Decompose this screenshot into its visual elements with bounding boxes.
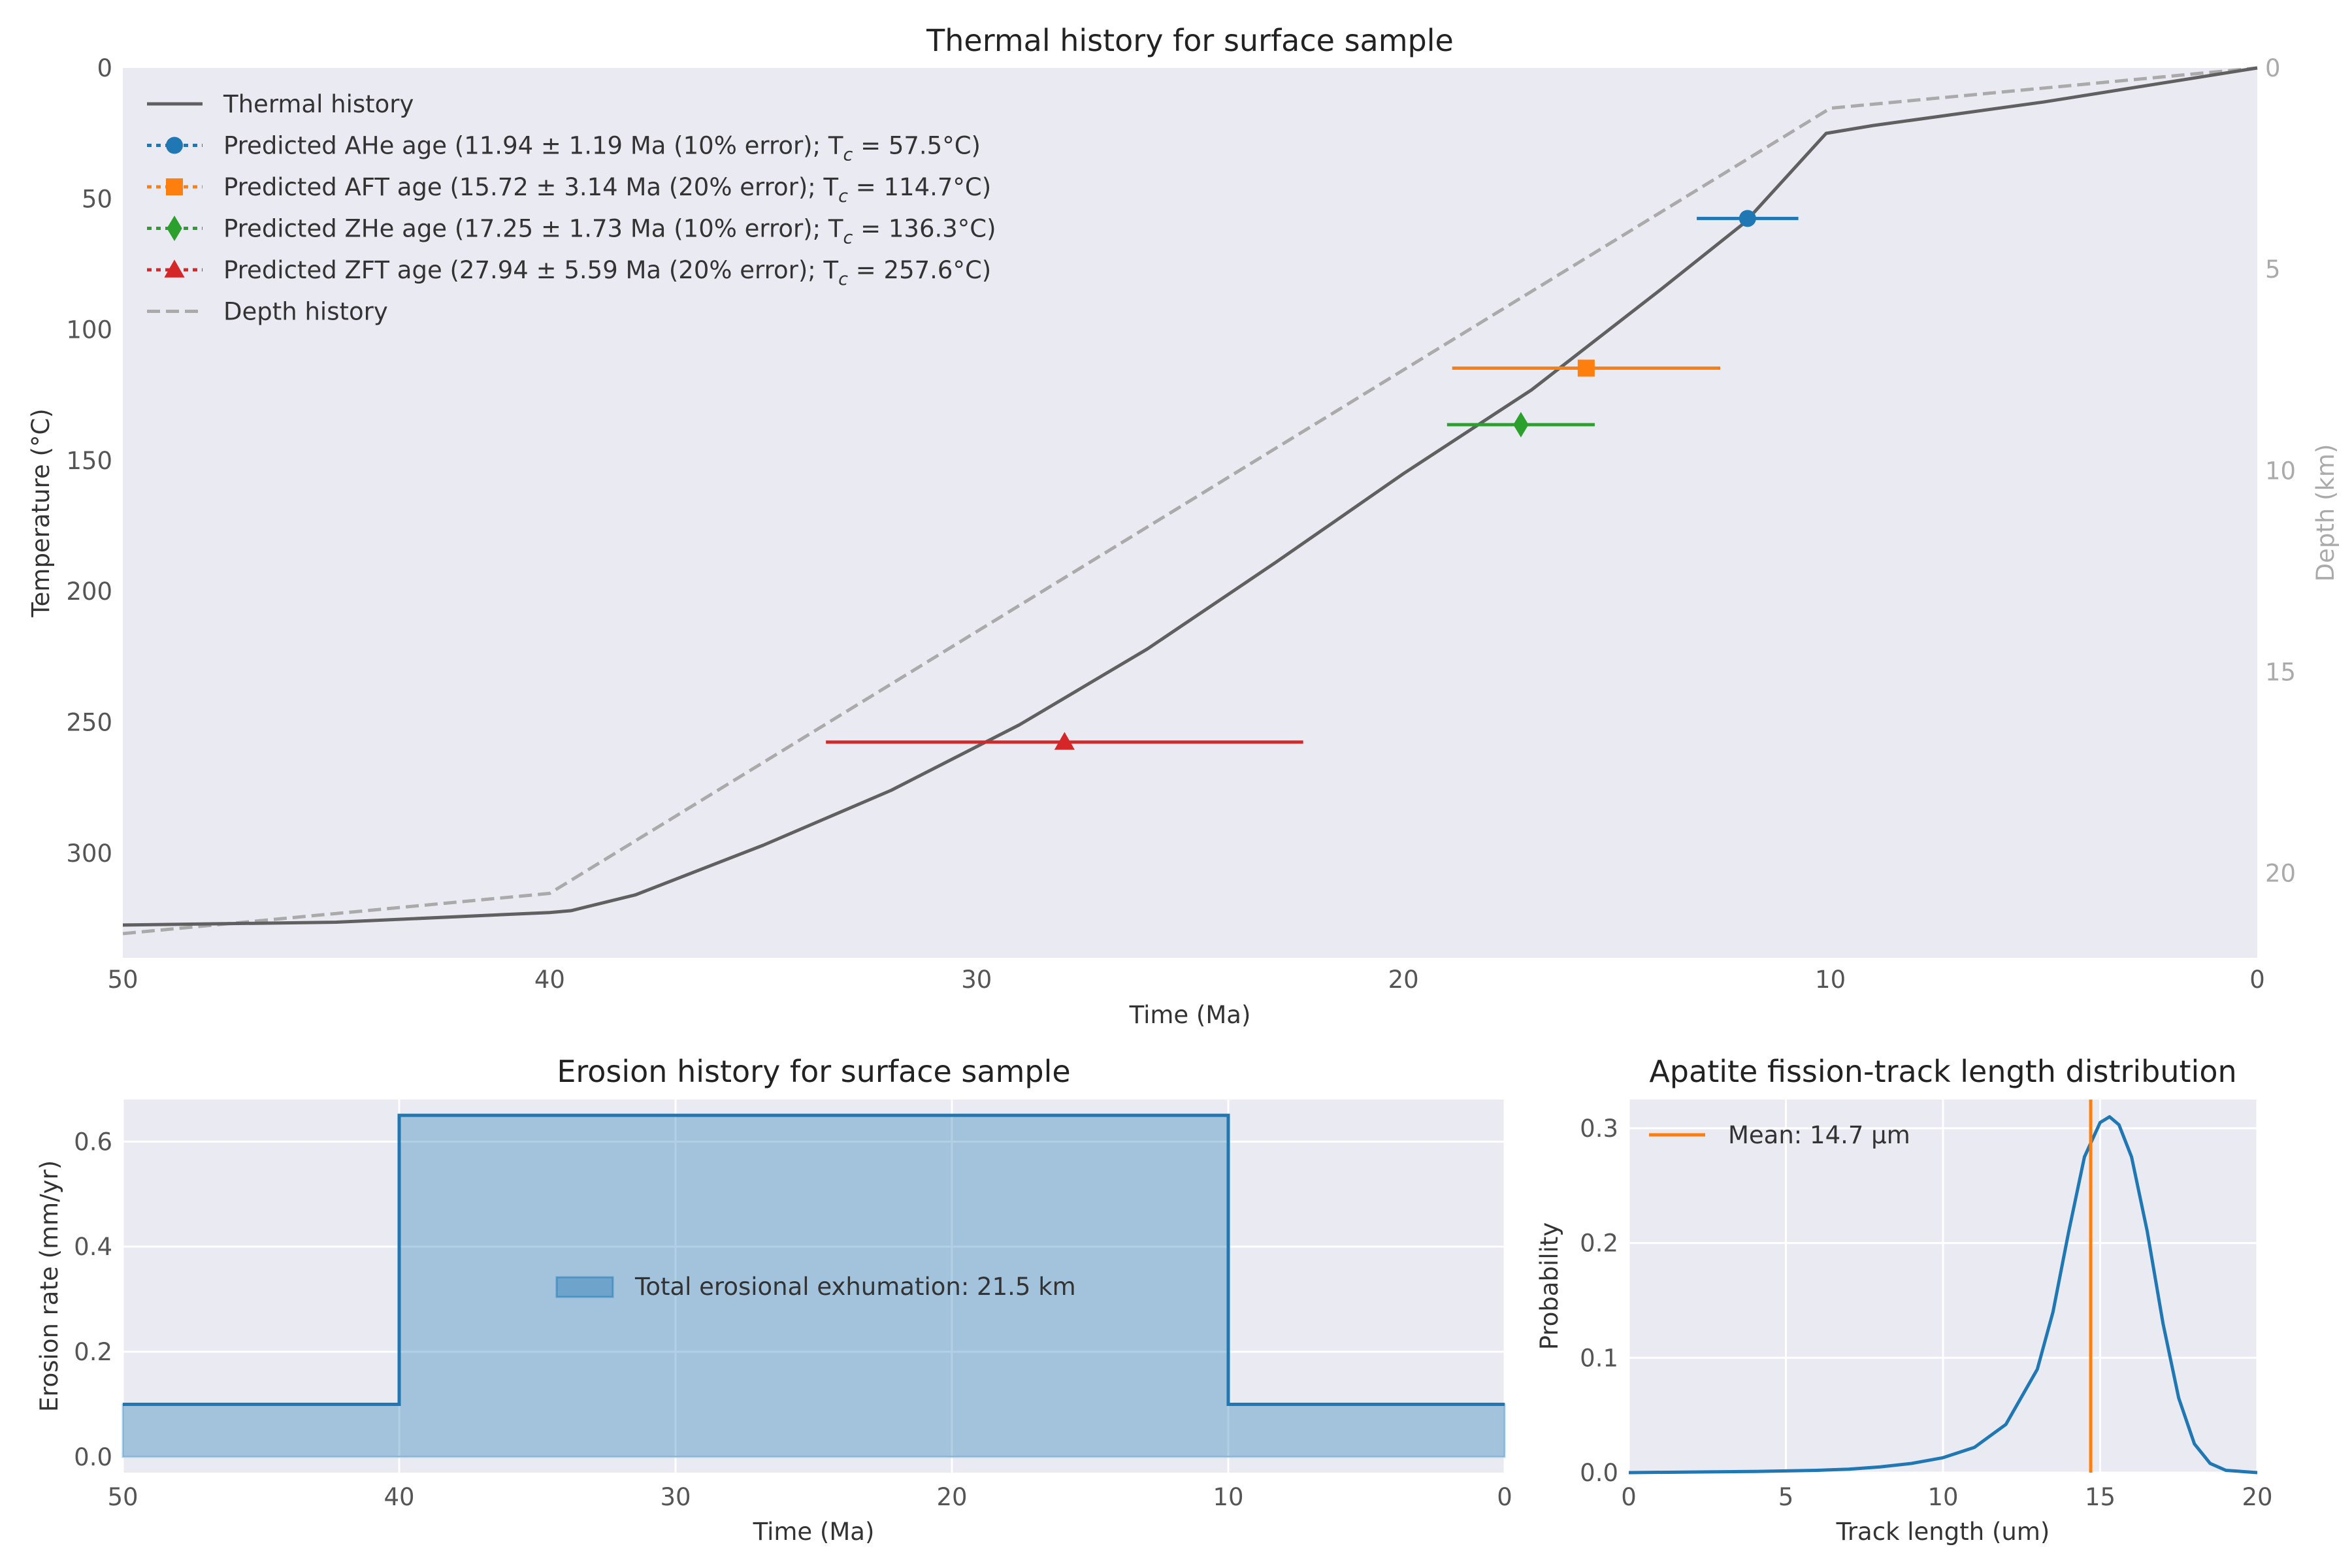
legend-entry: Mean: 14.7 μm (1649, 1121, 1910, 1149)
x-tick-label: 50 (107, 1483, 138, 1511)
x-axis-label: Time (Ma) (1129, 1001, 1251, 1029)
y2-axis-label: Depth (km) (2311, 444, 2340, 582)
y-tick-label: 250 (66, 708, 112, 736)
y-axis-label: Temperature (°C) (27, 408, 55, 617)
x-tick-label: 10 (1213, 1483, 1243, 1511)
legend-entry: Total erosional exhumation: 21.5 km (555, 1273, 1076, 1301)
legend-text: Predicted ZHe age (17.25 ± 1.73 Ma (10% … (223, 215, 843, 243)
thermal-history-line (122, 66, 2258, 927)
y-tick-label: 50 (82, 185, 112, 213)
legend-label: Predicted AHe age (11.94 ± 1.19 Ma (10% … (223, 132, 981, 165)
y2-tick-label: 15 (2265, 658, 2296, 686)
x-tick-label: 0 (1621, 1483, 1637, 1511)
legend-label: Predicted AFT age (15.72 ± 3.14 Ma (20% … (223, 173, 991, 206)
x-tick-label: 20 (936, 1483, 967, 1511)
y2-tick-label: 10 (2265, 457, 2296, 485)
y-tick-label: 0 (97, 54, 112, 82)
y-tick-label: 0.2 (74, 1338, 112, 1366)
legend-marker (166, 178, 183, 195)
y-tick-label: 0.0 (1580, 1459, 1618, 1487)
legend-text: = 114.7°C) (848, 173, 991, 201)
age-marker (1054, 732, 1075, 750)
x-tick-label: 10 (1815, 966, 1846, 994)
legend-text: = 257.6°C) (848, 256, 991, 284)
legend-label: Depth history (223, 298, 388, 326)
legend-entry: Predicted AHe age (11.94 ± 1.19 Ma (10% … (147, 132, 981, 165)
y-tick-label: 200 (66, 578, 112, 606)
legend-entry: Predicted AFT age (15.72 ± 3.14 Ma (20% … (147, 173, 991, 206)
chart-title: Apatite fission-track length distributio… (1649, 1054, 2236, 1089)
x-tick-label: 0 (1497, 1483, 1512, 1511)
y-tick-label: 0.4 (74, 1233, 112, 1261)
track-length-chart: Apatite fission-track length distributio… (1535, 1054, 2273, 1546)
erosion-history-chart: Erosion history for surface sample 50 40 30… (35, 1054, 1512, 1546)
legend-marker (164, 259, 185, 278)
erosion-rate-line (123, 1113, 1505, 1406)
legend-label: Predicted ZHe age (17.25 ± 1.73 Ma (10% … (223, 215, 996, 248)
legend-entry: Predicted ZHe age (17.25 ± 1.73 Ma (10% … (147, 215, 996, 248)
y-axis-label: Probability (1535, 1222, 1563, 1350)
y-tick-label: 0.0 (74, 1443, 112, 1471)
legend-marker (166, 137, 183, 154)
x-tick-label: 0 (2249, 966, 2265, 994)
tc-subscript: c (843, 145, 853, 165)
depth-history-line (122, 66, 2258, 936)
legend-text: Predicted AFT age (15.72 ± 3.14 Ma (20% … (223, 173, 838, 201)
chart-title: Thermal history for surface sample (926, 23, 1454, 58)
legend-text: = 57.5°C) (853, 132, 981, 160)
plot-area-thermal (123, 68, 2257, 958)
legend-text: = 136.3°C) (853, 215, 996, 243)
legend-entry: Thermal history (147, 90, 414, 118)
legend-text: Predicted ZFT age (27.94 ± 5.59 Ma (20% … (223, 256, 839, 284)
legend-label: Mean: 14.7 μm (1728, 1121, 1910, 1149)
legend-text: Predicted AHe age (11.94 ± 1.19 Ma (10% … (223, 132, 843, 160)
y-tick-label: 300 (66, 840, 112, 868)
legend-marker (167, 216, 182, 241)
x-tick-label: 40 (384, 1483, 414, 1511)
legend-label: Thermal history (223, 90, 414, 118)
legend-swatch (555, 1276, 614, 1298)
y2-tick-label: 0 (2265, 54, 2281, 82)
x-tick-label: 50 (107, 966, 138, 994)
y2-tick-label: 20 (2265, 860, 2296, 888)
tc-subscript: c (843, 228, 853, 248)
y-axis-label: Erosion rate (mm/yr) (35, 1160, 63, 1412)
y-tick-label: 0.2 (1580, 1230, 1618, 1258)
y-tick-label: 150 (66, 447, 112, 475)
x-tick-label: 15 (2085, 1483, 2115, 1511)
track-length-curve (1628, 1115, 2258, 1475)
legend-entry: Depth history (147, 298, 388, 326)
y-tick-label: 0.6 (74, 1128, 112, 1156)
legend-label: Total erosional exhumation: 21.5 km (634, 1273, 1076, 1301)
age-marker (1739, 210, 1756, 227)
x-tick-label: 10 (1927, 1483, 1958, 1511)
x-axis-label: Track length (um) (1836, 1518, 2050, 1546)
age-marker (1577, 359, 1595, 377)
x-tick-label: 30 (961, 966, 992, 994)
x-tick-label: 20 (1388, 966, 1419, 994)
x-tick-label: 5 (1778, 1483, 1794, 1511)
legend-label: Predicted ZFT age (27.94 ± 5.59 Ma (20% … (223, 256, 991, 289)
x-tick-label: 20 (2242, 1483, 2272, 1511)
y-tick-label: 0.3 (1580, 1115, 1618, 1143)
x-axis-label: Time (Ma) (753, 1518, 875, 1546)
legend-entry: Predicted ZFT age (27.94 ± 5.59 Ma (20% … (147, 256, 991, 289)
y2-tick-label: 5 (2265, 255, 2281, 284)
chart-title: Erosion history for surface sample (557, 1054, 1070, 1089)
x-tick-label: 30 (660, 1483, 691, 1511)
tc-subscript: c (838, 186, 848, 206)
y-tick-label: 0.1 (1580, 1344, 1618, 1372)
x-tick-label: 40 (534, 966, 565, 994)
y-tick-label: 100 (66, 316, 112, 344)
plot-area-erosion (123, 1100, 1505, 1473)
age-marker (1513, 412, 1529, 438)
tc-subscript: c (838, 269, 848, 289)
